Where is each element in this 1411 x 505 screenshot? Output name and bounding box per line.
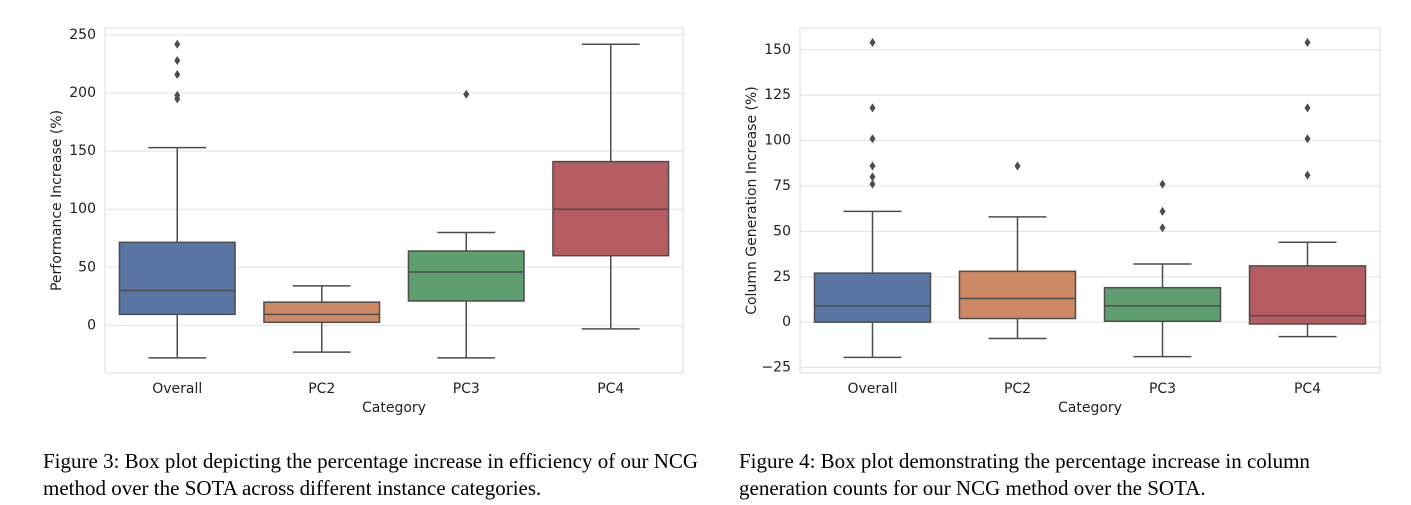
outlier [869, 38, 876, 48]
outlier [174, 69, 181, 79]
y-axis-label: Performance Increase (%) [49, 110, 65, 291]
outlier [1014, 161, 1021, 171]
x-tick-label: PC3 [1149, 381, 1176, 397]
outlier [1304, 134, 1311, 144]
y-tick-label: 75 [773, 178, 791, 194]
y-tick-label: 0 [87, 317, 96, 333]
x-tick-label: PC4 [597, 381, 624, 397]
x-tick-label: PC2 [308, 381, 335, 397]
outlier [1159, 206, 1166, 216]
y-tick-label: 100 [69, 201, 96, 217]
outlier [869, 103, 876, 113]
y-tick-label: 50 [773, 223, 791, 239]
x-tick-label: PC2 [1004, 381, 1031, 397]
outlier [869, 134, 876, 144]
box [1103, 286, 1222, 323]
y-axis-label: Column Generation Increase (%) [744, 86, 760, 315]
caption: Figure 3: Box plot depicting the percent… [43, 449, 699, 500]
box [958, 270, 1077, 320]
outlier [869, 161, 876, 171]
outlier [1159, 223, 1166, 233]
x-tick-label: Overall [847, 381, 897, 397]
x-tick-label: PC4 [1294, 381, 1321, 397]
box [263, 301, 381, 324]
box [118, 241, 236, 316]
y-tick-label: 150 [69, 143, 96, 159]
y-tick-label: 125 [764, 87, 791, 103]
box [1248, 265, 1367, 325]
x-axis-label: Category [1058, 400, 1122, 416]
outlier [1304, 38, 1311, 48]
y-tick-label: 150 [764, 42, 791, 58]
caption: Figure 4: Box plot demonstrating the per… [739, 449, 1310, 500]
outlier [869, 172, 876, 182]
outlier [174, 94, 181, 104]
box [407, 250, 525, 302]
outlier [174, 39, 181, 49]
y-tick-label: 25 [773, 269, 791, 285]
outlier [174, 56, 181, 66]
x-tick-label: PC3 [453, 381, 480, 397]
x-tick-label: Overall [152, 381, 202, 397]
outlier [1304, 103, 1311, 113]
y-tick-label: 100 [764, 133, 791, 149]
outlier [463, 89, 470, 99]
y-tick-label: 250 [69, 27, 96, 43]
y-tick-label: 200 [69, 85, 96, 101]
y-tick-label: −25 [761, 360, 791, 376]
y-tick-label: 50 [78, 259, 96, 275]
box [813, 272, 932, 323]
y-tick-label: 0 [782, 314, 791, 330]
x-axis-label: Category [362, 400, 426, 416]
outlier [1304, 170, 1311, 180]
outlier [1159, 179, 1166, 189]
outlier [869, 179, 876, 189]
